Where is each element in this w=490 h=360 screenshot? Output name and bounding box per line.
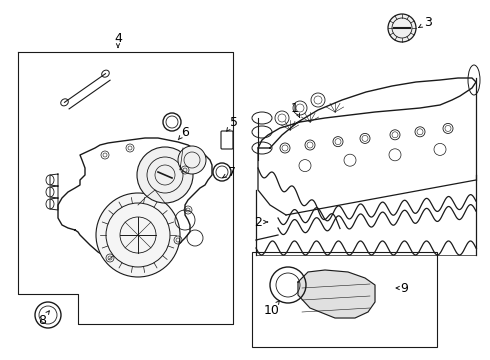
Circle shape (96, 193, 180, 277)
Text: 10: 10 (264, 301, 280, 316)
Polygon shape (298, 270, 375, 318)
Text: 9: 9 (396, 282, 408, 294)
Text: 3: 3 (418, 15, 432, 28)
Text: 6: 6 (178, 126, 189, 140)
Text: 2: 2 (254, 216, 268, 229)
Text: 1: 1 (291, 102, 300, 117)
Text: 7: 7 (222, 166, 236, 179)
Text: 5: 5 (227, 116, 238, 131)
Text: 8: 8 (38, 311, 49, 327)
Text: 4: 4 (114, 31, 122, 48)
Bar (252, 252, 437, 347)
Circle shape (137, 147, 193, 203)
Circle shape (178, 146, 206, 174)
Circle shape (388, 14, 416, 42)
